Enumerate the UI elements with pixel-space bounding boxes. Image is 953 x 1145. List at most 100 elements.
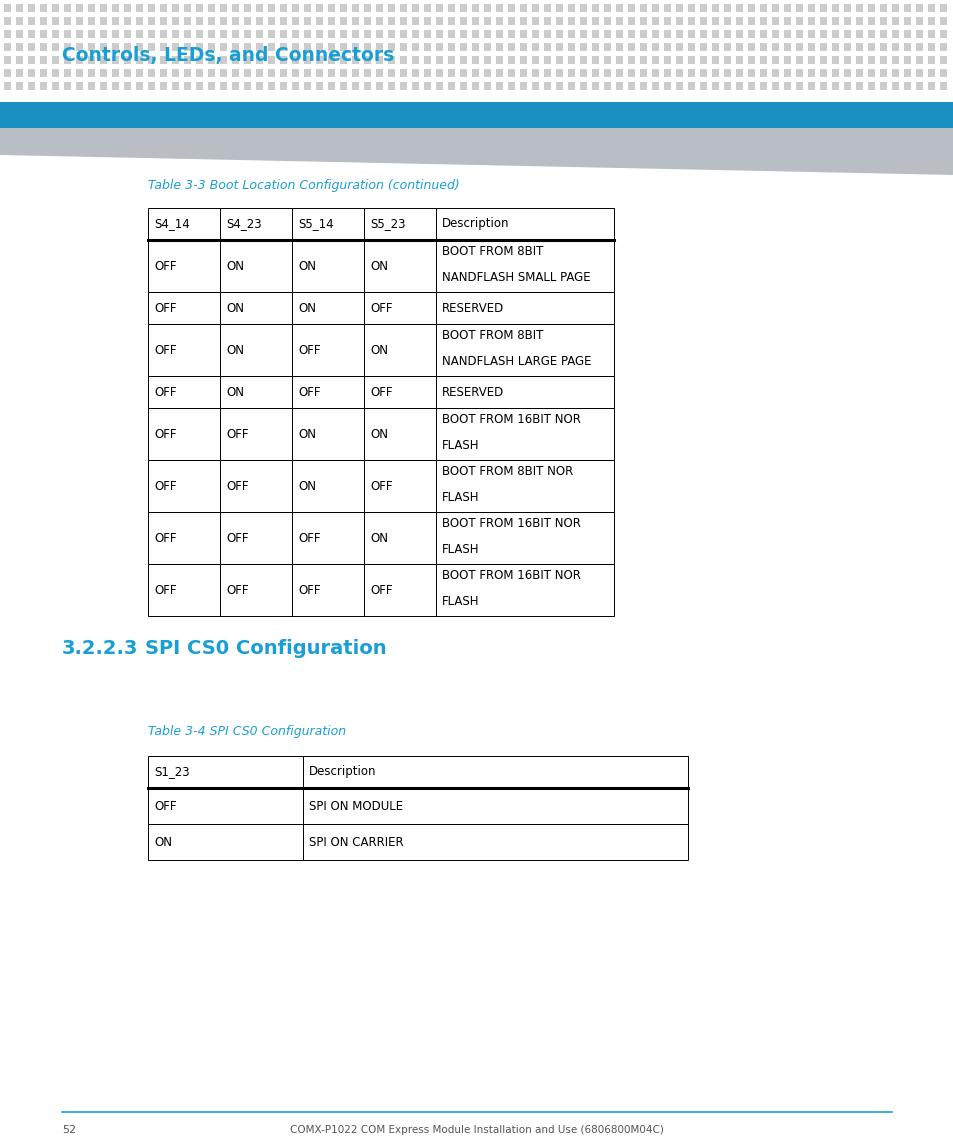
Bar <box>148 208 614 240</box>
Bar <box>843 30 850 38</box>
Text: ON: ON <box>226 301 244 315</box>
Bar <box>172 44 179 52</box>
Text: S5_23: S5_23 <box>370 218 405 230</box>
Text: OFF: OFF <box>297 584 320 597</box>
Bar <box>639 30 646 38</box>
Bar <box>700 17 706 25</box>
Bar <box>375 17 382 25</box>
Bar <box>472 82 478 90</box>
Bar <box>268 56 274 64</box>
Bar <box>519 82 526 90</box>
Bar <box>244 82 251 90</box>
Bar <box>459 30 467 38</box>
Bar <box>172 56 179 64</box>
Bar <box>184 56 191 64</box>
Bar <box>16 30 23 38</box>
Bar <box>711 30 719 38</box>
Bar <box>100 3 107 11</box>
Bar <box>820 44 826 52</box>
Bar <box>507 17 515 25</box>
Bar <box>64 17 71 25</box>
Bar <box>579 69 586 77</box>
Text: RESERVED: RESERVED <box>441 301 504 315</box>
Text: ON: ON <box>370 344 388 356</box>
Bar <box>483 56 491 64</box>
Text: OFF: OFF <box>153 799 176 813</box>
Bar <box>700 30 706 38</box>
Bar <box>831 17 838 25</box>
Bar <box>915 56 923 64</box>
Bar <box>579 3 586 11</box>
Bar <box>304 82 311 90</box>
Text: OFF: OFF <box>370 386 392 398</box>
Bar <box>88 17 95 25</box>
Bar <box>448 56 455 64</box>
Bar <box>783 69 790 77</box>
Bar <box>459 56 467 64</box>
Bar <box>40 56 47 64</box>
Bar <box>519 30 526 38</box>
Bar <box>352 3 358 11</box>
Text: BOOT FROM 8BIT: BOOT FROM 8BIT <box>441 330 543 342</box>
Bar <box>639 82 646 90</box>
Bar <box>543 82 551 90</box>
Bar <box>268 82 274 90</box>
Bar <box>364 30 371 38</box>
Bar <box>472 69 478 77</box>
Bar <box>519 44 526 52</box>
Bar <box>280 82 287 90</box>
Text: FLASH: FLASH <box>441 595 479 608</box>
Bar <box>496 44 502 52</box>
Bar <box>148 460 614 512</box>
Bar <box>915 82 923 90</box>
Bar <box>64 30 71 38</box>
Bar <box>532 44 538 52</box>
Bar <box>483 82 491 90</box>
Bar <box>64 3 71 11</box>
Bar <box>195 17 203 25</box>
Bar <box>160 17 167 25</box>
Bar <box>627 56 635 64</box>
Bar <box>651 69 659 77</box>
Bar <box>496 56 502 64</box>
Bar <box>280 56 287 64</box>
Bar <box>423 56 431 64</box>
Bar <box>639 56 646 64</box>
Bar <box>603 44 610 52</box>
Bar <box>399 44 407 52</box>
Bar <box>556 56 562 64</box>
Bar <box>616 56 622 64</box>
Bar <box>820 3 826 11</box>
Bar <box>292 69 298 77</box>
Bar <box>148 292 614 324</box>
Bar <box>124 3 131 11</box>
Bar <box>651 82 659 90</box>
Bar <box>579 30 586 38</box>
Bar <box>399 30 407 38</box>
Bar <box>603 56 610 64</box>
Bar <box>663 30 670 38</box>
Bar <box>292 82 298 90</box>
Bar <box>700 56 706 64</box>
Bar <box>136 17 143 25</box>
Bar <box>760 56 766 64</box>
Bar <box>747 69 754 77</box>
Bar <box>532 3 538 11</box>
Bar <box>795 69 802 77</box>
Bar <box>483 17 491 25</box>
Bar <box>339 82 347 90</box>
Text: NANDFLASH SMALL PAGE: NANDFLASH SMALL PAGE <box>441 271 590 284</box>
Bar <box>28 30 35 38</box>
Bar <box>579 44 586 52</box>
Bar <box>364 56 371 64</box>
Bar <box>556 17 562 25</box>
Bar <box>651 44 659 52</box>
Bar <box>556 30 562 38</box>
Bar <box>616 82 622 90</box>
Bar <box>891 82 898 90</box>
Bar <box>412 17 418 25</box>
Bar <box>735 56 742 64</box>
Bar <box>676 69 682 77</box>
Bar <box>172 3 179 11</box>
Bar <box>172 69 179 77</box>
